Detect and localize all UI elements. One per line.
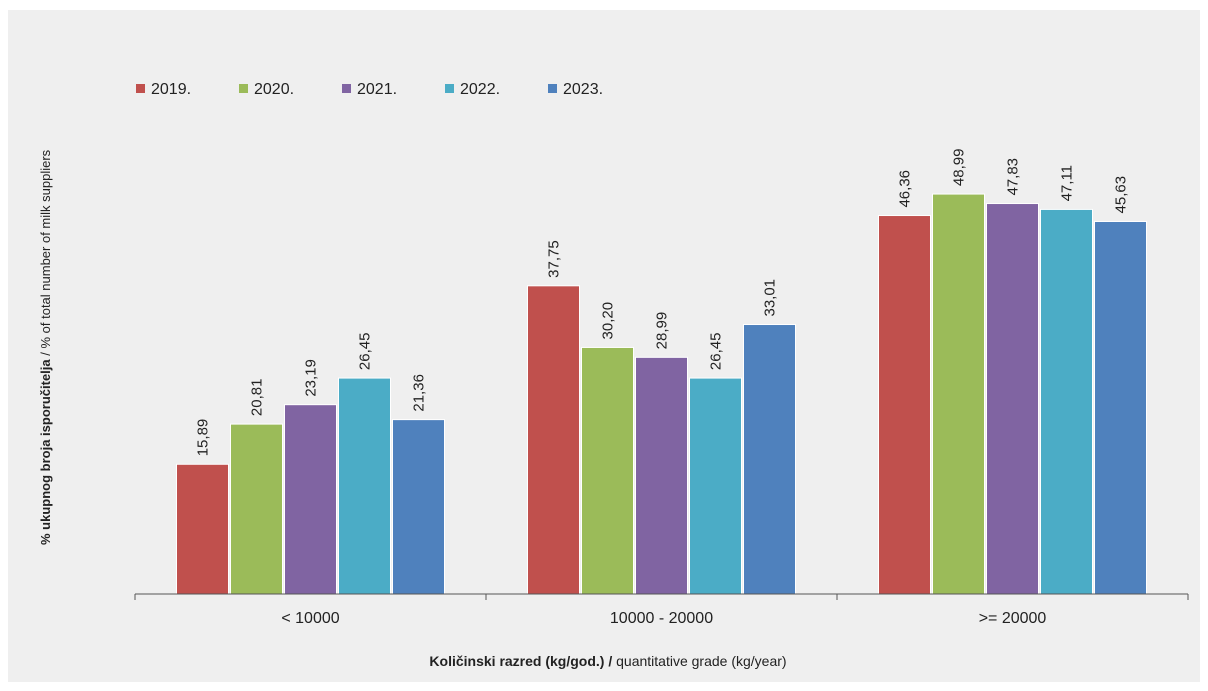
value-label-2-1: 20,81 [249, 379, 266, 417]
bar-4-1 [338, 377, 391, 595]
value-label-2-3: 48,99 [951, 149, 968, 187]
bar-5-2 [743, 324, 796, 595]
bar-1-2 [527, 285, 580, 595]
y-axis-title-bold: % ukupnog broja isporučitelja [38, 359, 53, 545]
legend-swatch-4 [445, 84, 454, 93]
y-axis-title: % ukupnog broja isporučitelja / % of tot… [38, 149, 53, 545]
legend-swatch-3 [342, 84, 351, 93]
x-axis-title: Količinski razred (kg/god.) / quantitati… [429, 653, 786, 669]
y-axis-title-normal: / % of total number of milk suppliers [38, 149, 53, 359]
value-label-3-1: 23,19 [303, 359, 320, 397]
legend-label-3: 2021. [357, 81, 397, 98]
value-label-1-3: 46,36 [897, 170, 914, 208]
legend: 2019. 2020. 2021. 2022. 2023. [136, 81, 603, 98]
bar-5-1 [392, 419, 445, 595]
bar-3-2 [635, 356, 688, 595]
legend-swatch-5 [548, 84, 557, 93]
bar-3-1 [284, 404, 337, 595]
value-label-1-1: 15,89 [195, 419, 212, 457]
x-tick-label-2: 10000 - 20000 [610, 610, 713, 627]
value-label-2-2: 30,20 [600, 302, 617, 340]
value-label-3-2: 28,99 [654, 312, 671, 350]
value-label-1-2: 37,75 [546, 240, 563, 278]
legend-swatch-1 [136, 84, 145, 93]
chart-background: 2019. 2020. 2021. 2022. 2023. 15,89 20,81 23,1… [8, 10, 1200, 682]
legend-label-5: 2023. [563, 81, 603, 98]
legend-label-1: 2019. [151, 81, 191, 98]
legend-swatch-2 [239, 84, 248, 93]
x-axis-title-bold: Količinski razred (kg/god.) / [429, 653, 612, 669]
bar-1-1 [176, 463, 229, 595]
bars-layer [176, 193, 1147, 595]
bar-chart: 2019. 2020. 2021. 2022. 2023. 15,89 20,81 23,1… [38, 81, 1189, 669]
x-axis-title-normal: quantitative grade (kg/year) [612, 653, 786, 669]
legend-label-4: 2022. [460, 81, 500, 98]
bar-2-1 [230, 423, 283, 595]
bar-4-2 [689, 377, 742, 595]
value-label-5-1: 21,36 [411, 374, 428, 412]
bar-3-3 [986, 203, 1039, 595]
x-tick-label-3: >= 20000 [979, 610, 1047, 627]
bar-2-2 [581, 346, 634, 595]
bar-1-3 [878, 215, 931, 595]
legend-label-2: 2020. [254, 81, 294, 98]
bar-2-3 [932, 193, 985, 595]
bar-5-3 [1094, 220, 1147, 595]
value-label-4-1: 26,45 [357, 333, 374, 371]
value-label-5-3: 45,63 [1113, 176, 1130, 214]
value-label-3-3: 47,83 [1005, 158, 1022, 196]
value-label-4-3: 47,11 [1059, 165, 1076, 201]
value-label-5-2: 33,01 [762, 279, 779, 317]
bar-4-3 [1040, 208, 1093, 595]
x-tick-label-1: < 10000 [281, 610, 339, 627]
x-axis: < 10000 10000 - 20000 >= 20000 [134, 593, 1189, 627]
value-labels-layer: 15,89 20,81 23,19 26,45 21,36 37,75 30,20 28,99… [195, 149, 1130, 457]
value-label-4-2: 26,45 [708, 333, 725, 371]
